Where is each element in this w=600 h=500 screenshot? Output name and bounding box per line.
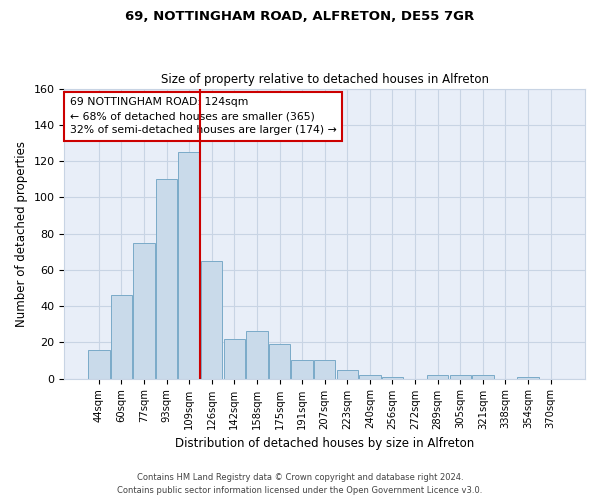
Text: 69, NOTTINGHAM ROAD, ALFRETON, DE55 7GR: 69, NOTTINGHAM ROAD, ALFRETON, DE55 7GR: [125, 10, 475, 23]
Bar: [314, 360, 335, 378]
Bar: [156, 179, 177, 378]
Title: Size of property relative to detached houses in Alfreton: Size of property relative to detached ho…: [161, 73, 489, 86]
Bar: [292, 360, 313, 378]
Bar: [337, 370, 358, 378]
Bar: [449, 375, 471, 378]
Bar: [246, 332, 268, 378]
X-axis label: Distribution of detached houses by size in Alfreton: Distribution of detached houses by size …: [175, 437, 475, 450]
Text: 69 NOTTINGHAM ROAD: 124sqm
← 68% of detached houses are smaller (365)
32% of sem: 69 NOTTINGHAM ROAD: 124sqm ← 68% of deta…: [70, 98, 337, 136]
Bar: [382, 377, 403, 378]
Bar: [110, 295, 132, 378]
Text: Contains HM Land Registry data © Crown copyright and database right 2024.
Contai: Contains HM Land Registry data © Crown c…: [118, 474, 482, 495]
Y-axis label: Number of detached properties: Number of detached properties: [15, 140, 28, 326]
Bar: [224, 338, 245, 378]
Bar: [88, 350, 110, 378]
Bar: [472, 375, 494, 378]
Bar: [427, 375, 448, 378]
Bar: [269, 344, 290, 378]
Bar: [133, 242, 155, 378]
Bar: [517, 377, 539, 378]
Bar: [359, 375, 380, 378]
Bar: [201, 261, 223, 378]
Bar: [178, 152, 200, 378]
